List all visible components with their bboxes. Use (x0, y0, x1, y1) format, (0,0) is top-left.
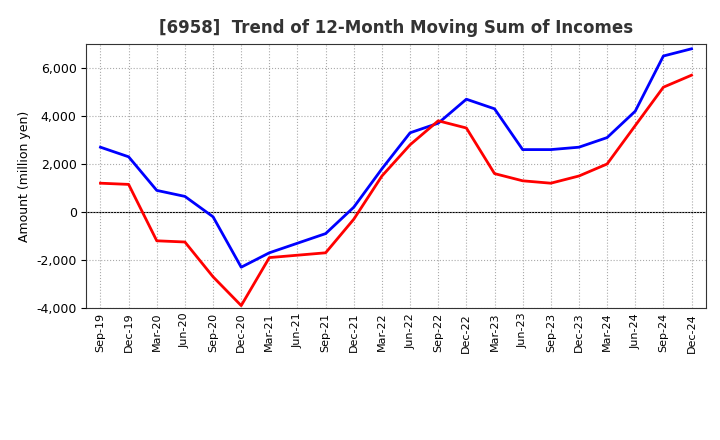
Net Income (518, 178, 527, 183)
Ordinary Income (377, 166, 386, 172)
Net Income (631, 123, 639, 128)
Net Income (659, 84, 667, 90)
Ordinary Income (631, 109, 639, 114)
Ordinary Income (687, 46, 696, 51)
Ordinary Income (265, 250, 274, 256)
Ordinary Income (462, 96, 471, 102)
Ordinary Income (209, 214, 217, 220)
Ordinary Income (546, 147, 555, 152)
Ordinary Income (518, 147, 527, 152)
Line: Net Income: Net Income (101, 75, 691, 306)
Net Income (237, 303, 246, 308)
Net Income (265, 255, 274, 260)
Net Income (125, 182, 133, 187)
Ordinary Income (406, 130, 415, 136)
Net Income (406, 142, 415, 147)
Net Income (490, 171, 499, 176)
Net Income (209, 274, 217, 279)
Net Income (153, 238, 161, 243)
Ordinary Income (237, 264, 246, 270)
Ordinary Income (153, 188, 161, 193)
Net Income (181, 239, 189, 245)
Ordinary Income (434, 121, 443, 126)
Ordinary Income (603, 135, 611, 140)
Ordinary Income (181, 194, 189, 199)
Net Income (546, 180, 555, 186)
Ordinary Income (575, 145, 583, 150)
Net Income (377, 173, 386, 179)
Net Income (349, 216, 358, 222)
Ordinary Income (349, 205, 358, 210)
Ordinary Income (293, 241, 302, 246)
Ordinary Income (490, 106, 499, 111)
Title: [6958]  Trend of 12-Month Moving Sum of Incomes: [6958] Trend of 12-Month Moving Sum of I… (159, 19, 633, 37)
Net Income (434, 118, 443, 124)
Y-axis label: Amount (million yen): Amount (million yen) (18, 110, 31, 242)
Net Income (96, 180, 105, 186)
Ordinary Income (125, 154, 133, 159)
Ordinary Income (321, 231, 330, 236)
Net Income (687, 73, 696, 78)
Net Income (603, 161, 611, 167)
Net Income (293, 253, 302, 258)
Ordinary Income (96, 145, 105, 150)
Line: Ordinary Income: Ordinary Income (101, 49, 691, 267)
Net Income (462, 125, 471, 131)
Ordinary Income (659, 53, 667, 59)
Net Income (321, 250, 330, 256)
Net Income (575, 173, 583, 179)
